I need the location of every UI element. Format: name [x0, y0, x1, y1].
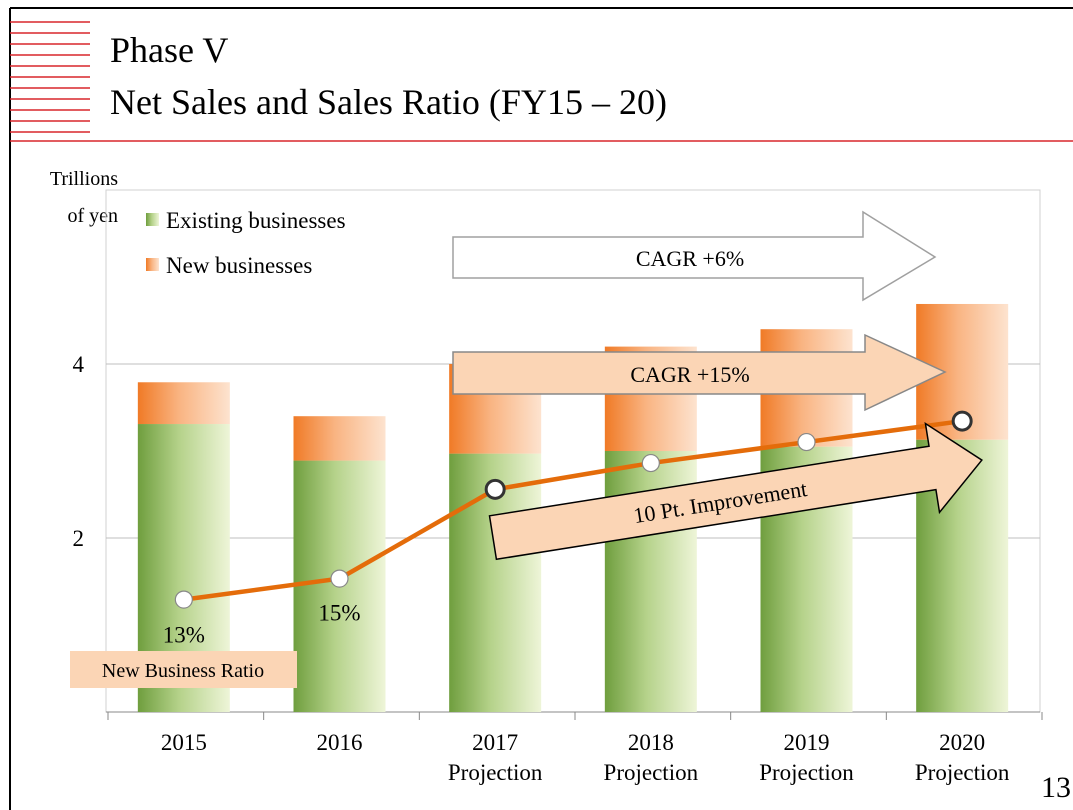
- y-axis-label: Trillions: [50, 168, 118, 190]
- title-stripes: [10, 21, 90, 133]
- ratio-marker: [951, 410, 973, 432]
- annotation: CAGR +6%: [636, 246, 744, 271]
- y-tick-label: 4: [73, 352, 85, 377]
- x-tick-label: 2019 Projection: [759, 730, 854, 785]
- arrow-improvement: 10 Pt. Improvement: [488, 421, 983, 561]
- data-label: 15%: [318, 601, 360, 626]
- slide-title: Phase V: [110, 30, 228, 70]
- ratio-marker: [174, 590, 193, 609]
- x-tick-label: 2020 Projection: [914, 730, 1010, 785]
- ratio-marker: [330, 569, 349, 588]
- legend-swatch: [146, 258, 159, 271]
- bar-segment: [293, 416, 386, 461]
- arrow-cagr6: [452, 210, 937, 302]
- slide-subtitle: Net Sales and Sales Ratio (FY15 – 20): [110, 82, 667, 122]
- ratio-marker: [797, 432, 816, 452]
- ratio-legend-label: New Business Ratio: [102, 660, 264, 682]
- legend-label: New businesses: [166, 253, 312, 278]
- annotation: CAGR +15%: [630, 362, 749, 387]
- arrow-cagr15: [452, 333, 947, 412]
- y-tick-label: 2: [73, 526, 85, 551]
- ratio-marker: [484, 478, 506, 500]
- bar-segment: [137, 382, 230, 425]
- data-label: 13%: [163, 623, 205, 648]
- legend-swatch: [146, 213, 159, 226]
- x-tick-label: 2017 Projection: [447, 730, 543, 785]
- ratio-marker: [641, 453, 660, 473]
- x-tick-label: 2018 Projection: [603, 730, 699, 785]
- arrow-body: [488, 421, 983, 561]
- y-axis-label: of yen: [67, 205, 118, 227]
- x-tick-label: 2015: [160, 730, 207, 755]
- page-number: 13: [1041, 771, 1071, 804]
- ratio-line: [183, 418, 963, 602]
- x-tick-label: 2016: [316, 730, 363, 755]
- ratio-legend-box: [70, 651, 297, 688]
- legend-label: Existing businesses: [166, 208, 346, 233]
